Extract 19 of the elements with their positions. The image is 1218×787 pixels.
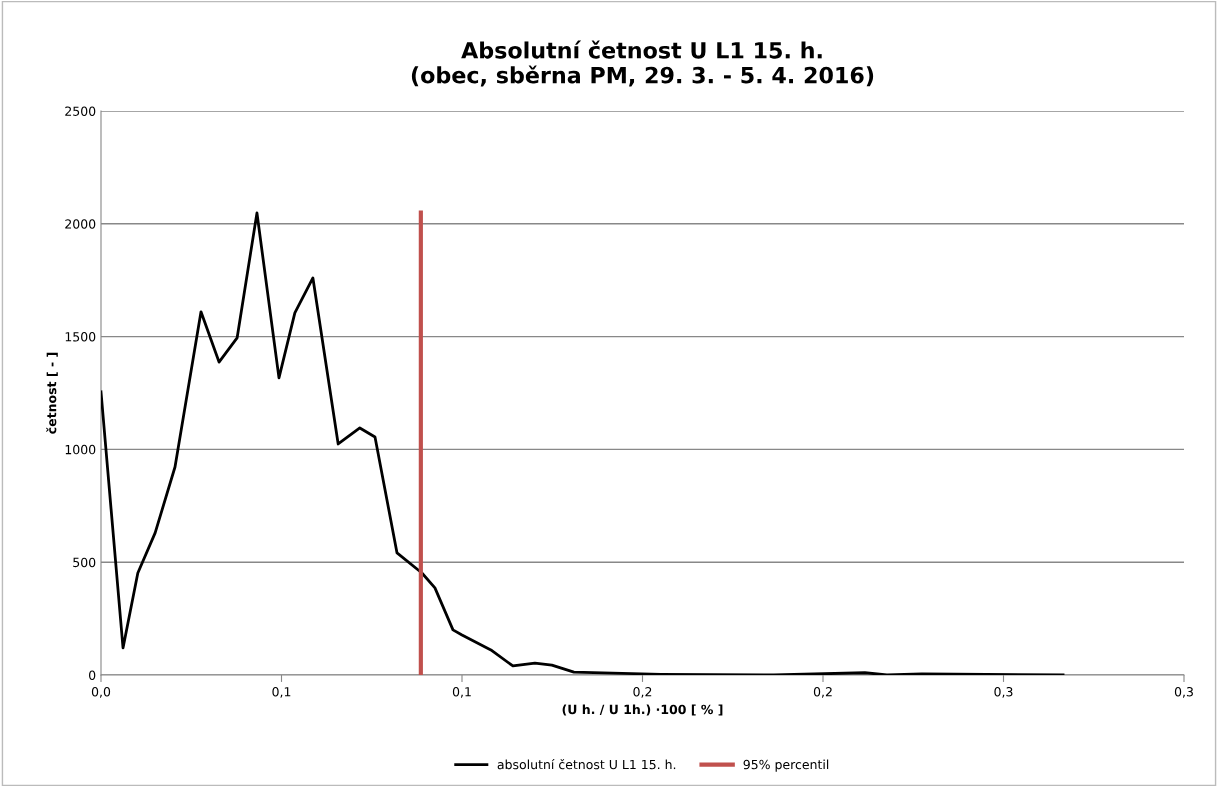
x-tick-label: 0,3 bbox=[1174, 687, 1193, 698]
x-axis-title: (U h. / U 1h.) ·100 [ % ] bbox=[562, 704, 723, 716]
x-tick-label: 0,2 bbox=[813, 687, 832, 698]
y-tick-label: 500 bbox=[73, 557, 96, 568]
x-tick-label: 0,0 bbox=[91, 687, 111, 698]
y-tick-label: 0 bbox=[89, 670, 96, 680]
line-series bbox=[101, 211, 1065, 675]
x-tick-label: 0,2 bbox=[633, 687, 652, 698]
y-tick-label: 1500 bbox=[65, 332, 96, 342]
x-tick-label: 0,1 bbox=[452, 687, 471, 698]
y-tick-label: 2000 bbox=[65, 219, 96, 229]
y-tick-label: 2500 bbox=[65, 106, 96, 116]
y-tick-label: 1000 bbox=[65, 444, 96, 455]
legend-label: absolutní četnost U L1 15. h. bbox=[497, 759, 676, 770]
x-tick-label: 0,1 bbox=[272, 687, 291, 698]
chart-title: Absolutní četnost U L1 15. h. (obec, sběrna PM, 29. 3. - 5. 4. 2016) bbox=[411, 40, 874, 87]
x-tick-label: 0,3 bbox=[994, 687, 1013, 698]
legend-label: 95% percentil bbox=[743, 759, 829, 772]
y-axis-title: četnost [ - ] bbox=[46, 352, 58, 434]
